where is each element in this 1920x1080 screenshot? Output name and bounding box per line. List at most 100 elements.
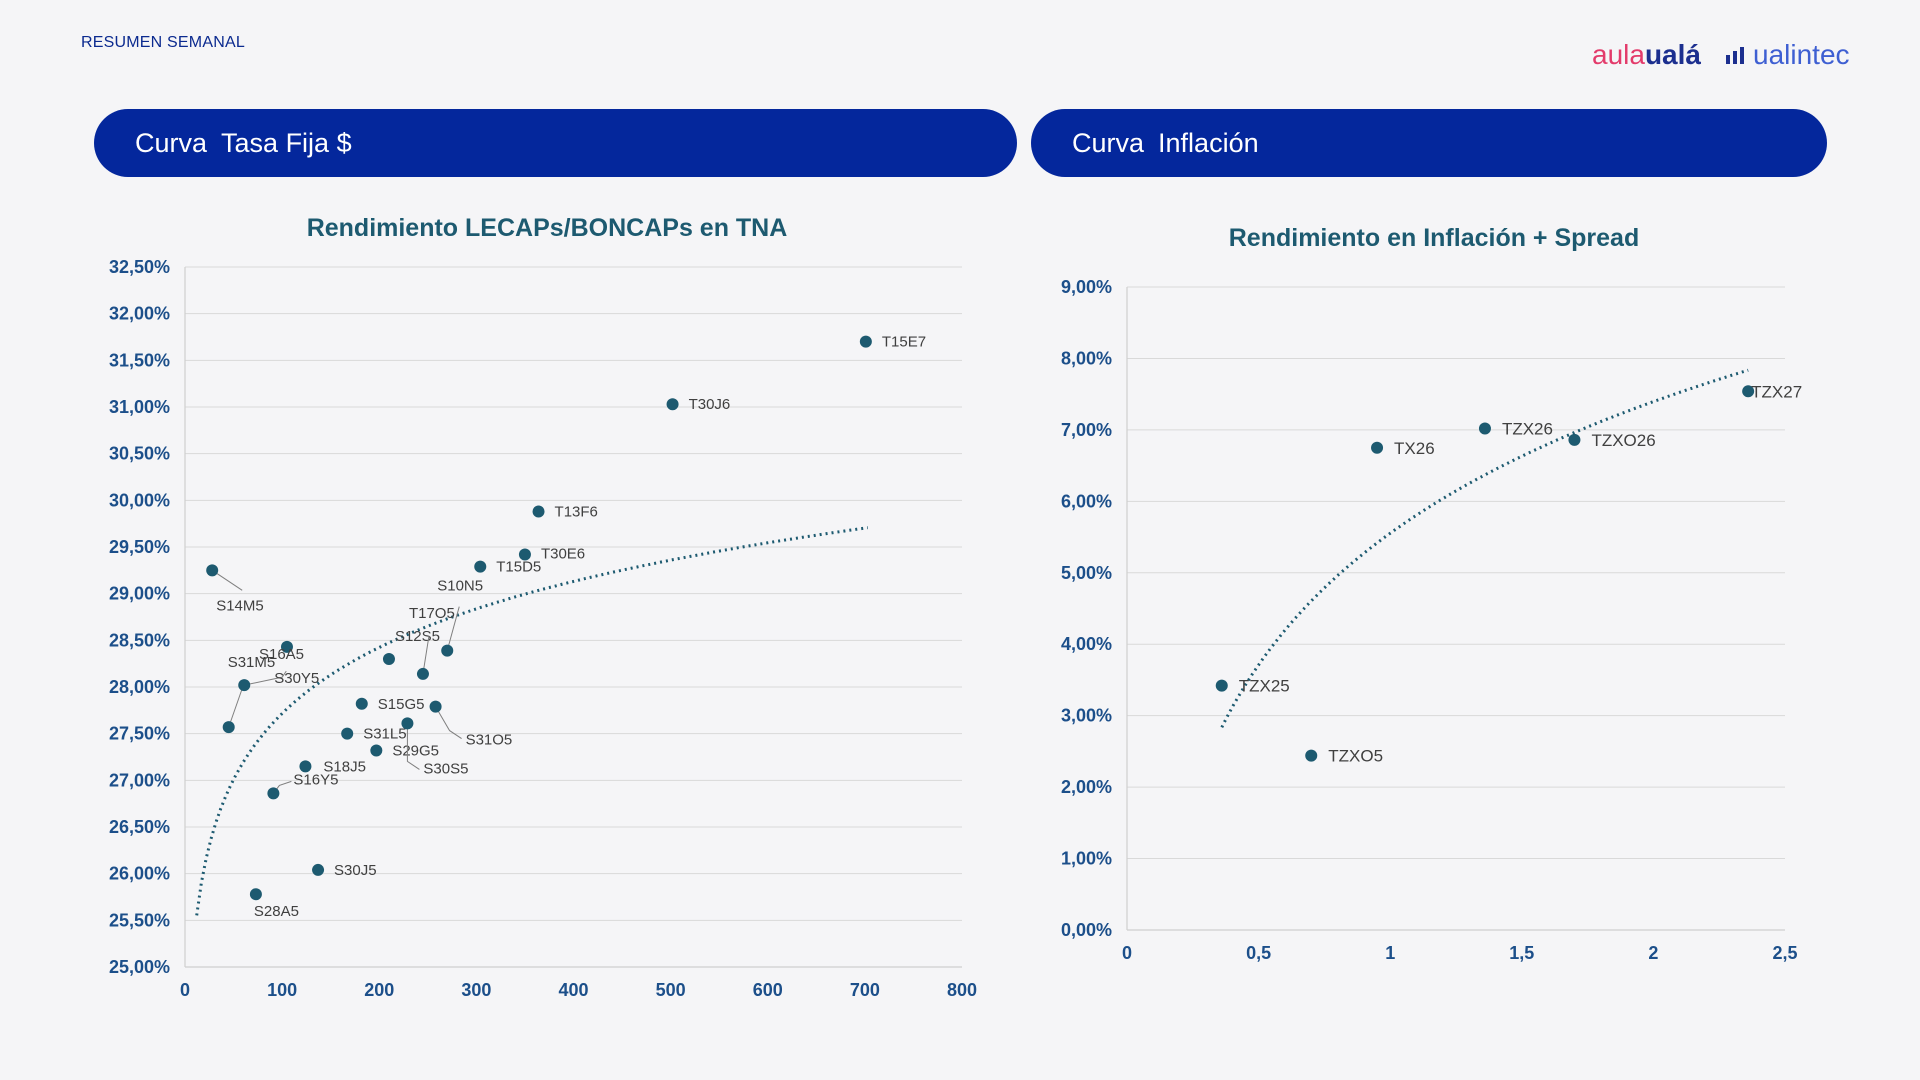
data-point	[382, 653, 395, 665]
trendline	[195, 526, 869, 916]
data-label: T15E7	[882, 334, 926, 351]
x-tick-label: 500	[656, 980, 686, 1000]
y-tick-label: 6,00%	[1061, 491, 1112, 511]
y-tick-label: 0,00%	[1061, 920, 1112, 940]
leader-line	[446, 606, 460, 651]
data-label: T30E6	[541, 545, 585, 562]
data-label: T17O5	[409, 605, 455, 622]
data-point	[312, 863, 325, 876]
x-tick-label: 200	[364, 980, 394, 1000]
x-tick-label: 700	[850, 980, 880, 1000]
data-point	[267, 787, 280, 800]
data-label: S18J5	[323, 758, 366, 775]
x-tick-label: 1	[1385, 943, 1395, 963]
x-tick-label: 0	[180, 980, 190, 1000]
data-point	[1478, 422, 1491, 435]
aulauala-logo: aula ualá	[1592, 38, 1701, 72]
y-tick-label: 25,50%	[109, 910, 170, 930]
y-tick-label: 32,00%	[109, 304, 170, 324]
logo-part-uala: ualá	[1644, 39, 1701, 70]
data-label: S16Y5	[293, 771, 338, 788]
data-label: TZXO26	[1591, 431, 1655, 450]
y-tick-label: 3,00%	[1061, 706, 1112, 726]
data-point	[1568, 433, 1581, 446]
y-tick-label: 29,00%	[109, 584, 170, 604]
y-tick-label: 8,00%	[1061, 348, 1112, 368]
data-label: TX26	[1394, 439, 1435, 458]
y-tick-label: 9,00%	[1061, 277, 1112, 297]
x-tick-label: 2	[1648, 943, 1658, 963]
data-point	[206, 564, 219, 577]
section-label: RESUMEN SEMANAL	[81, 34, 245, 51]
panel-header-tasa-fija: Curva Tasa Fija $	[94, 109, 1017, 177]
data-point	[238, 679, 251, 692]
data-label: T15D5	[496, 559, 541, 576]
y-tick-label: 32,50%	[109, 257, 170, 277]
data-point	[222, 721, 235, 734]
data-point	[416, 667, 429, 680]
x-tick-label: 100	[267, 980, 297, 1000]
x-tick-label: 800	[947, 980, 977, 1000]
y-tick-label: 26,00%	[109, 864, 170, 884]
data-point	[532, 505, 545, 518]
leader-line	[211, 569, 243, 591]
data-label: S31L5	[363, 726, 406, 743]
chart-title: Rendimiento LECAPs/BONCAPs en TNA	[307, 214, 788, 242]
data-point	[1305, 749, 1318, 762]
y-tick-label: 5,00%	[1061, 563, 1112, 583]
data-label: T13F6	[555, 504, 598, 521]
data-label: S29G5	[392, 742, 439, 759]
data-point	[859, 335, 872, 348]
logo-part-aula: aula	[1592, 39, 1645, 70]
x-tick-label: 0,5	[1246, 943, 1271, 963]
x-tick-label: 600	[753, 980, 783, 1000]
data-label: S31M5	[228, 654, 276, 671]
y-tick-label: 4,00%	[1061, 634, 1112, 654]
leader-line	[228, 686, 244, 728]
data-point	[1215, 679, 1228, 692]
y-tick-label: 25,00%	[109, 957, 170, 977]
data-label: S31O5	[466, 732, 513, 749]
data-point	[429, 700, 442, 713]
y-tick-label: 27,50%	[109, 724, 170, 744]
data-point	[299, 760, 312, 773]
panel-header-word2: Inflación	[1158, 127, 1259, 158]
leader-line	[422, 635, 430, 675]
y-tick-label: 31,50%	[109, 350, 170, 370]
data-label: TZX27	[1751, 382, 1802, 401]
data-point	[441, 644, 454, 657]
y-tick-label: 28,50%	[109, 630, 170, 650]
logo-part-ualintec: ualintec	[1753, 39, 1850, 70]
leader-line	[244, 670, 287, 686]
y-tick-label: 29,50%	[109, 537, 170, 557]
y-tick-label: 30,50%	[109, 444, 170, 464]
y-tick-label: 26,50%	[109, 817, 170, 837]
data-point	[370, 744, 383, 757]
bars-icon	[1726, 46, 1744, 64]
x-tick-label: 400	[558, 980, 588, 1000]
data-point	[249, 888, 262, 901]
y-tick-label: 7,00%	[1061, 420, 1112, 440]
data-point	[341, 727, 354, 740]
panel-header-word1: Curva	[1072, 127, 1145, 158]
data-label: TZXO5	[1328, 747, 1383, 766]
data-point	[1371, 441, 1384, 454]
data-label: S10N5	[437, 578, 483, 595]
y-tick-label: 28,00%	[109, 677, 170, 697]
data-point	[666, 398, 679, 411]
data-label: TZX25	[1239, 677, 1290, 696]
y-tick-label: 31,00%	[109, 397, 170, 417]
x-tick-label: 0	[1122, 943, 1132, 963]
data-point	[1742, 385, 1755, 398]
leader-line	[435, 706, 462, 740]
ualintec-logo: ualintec	[1726, 38, 1850, 72]
data-point	[474, 560, 487, 573]
data-point	[518, 548, 531, 561]
data-point	[280, 640, 293, 653]
panel-header-word2: Tasa Fija $	[221, 127, 352, 158]
panel-header-word1: Curva	[135, 127, 208, 158]
data-label: S16A5	[259, 646, 304, 663]
leader-line	[406, 723, 420, 770]
